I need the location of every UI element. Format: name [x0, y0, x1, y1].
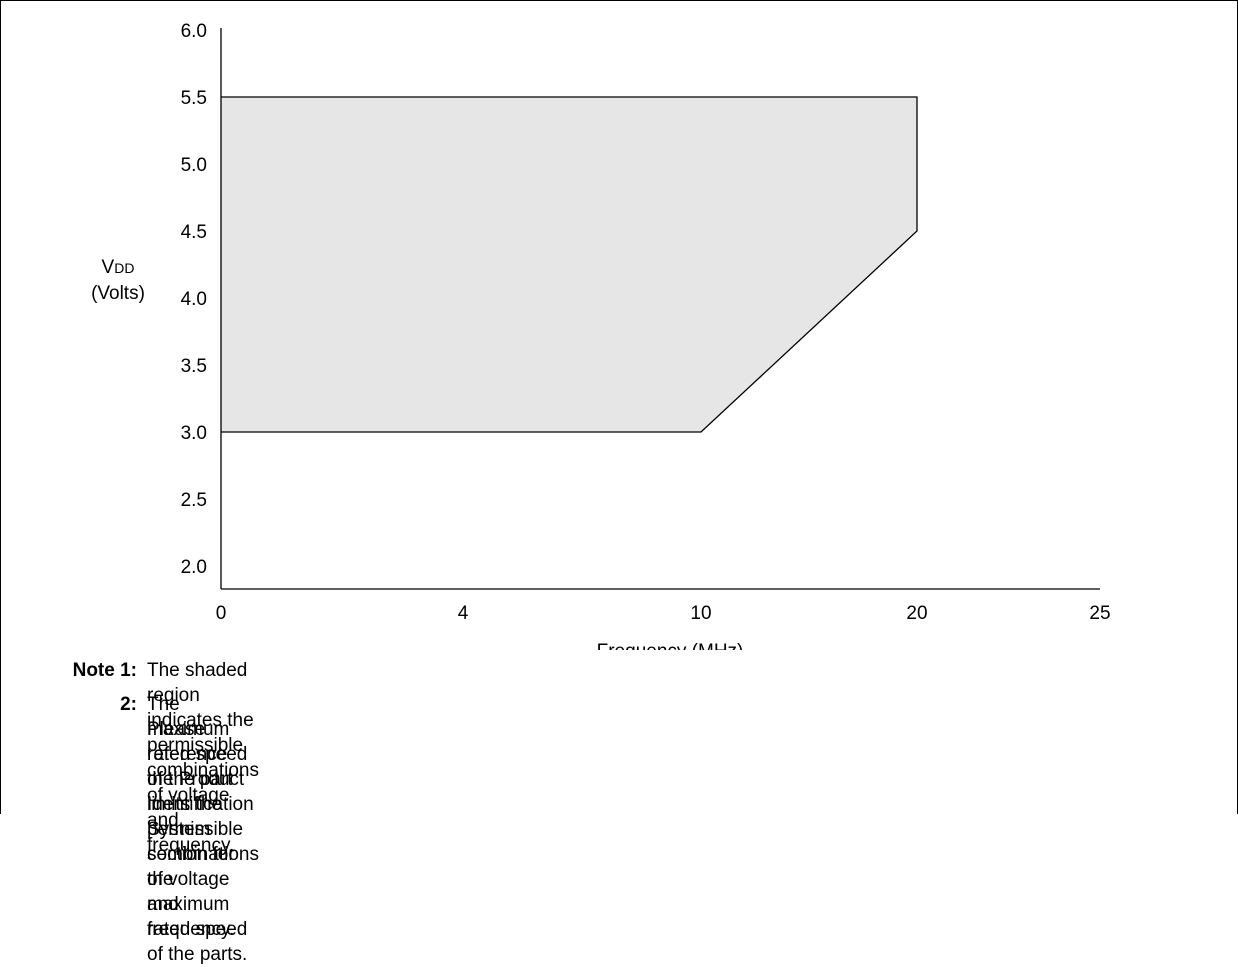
x-tick-label: 0: [216, 603, 227, 624]
y-tick-label: 3.5: [181, 356, 207, 377]
region-outline: [221, 96, 918, 433]
y-tick-label: 3.0: [181, 423, 207, 444]
x-tick-label: 10: [690, 603, 711, 624]
y-tick-label: 6.0: [181, 21, 207, 42]
y-tick-label: 4.5: [181, 222, 207, 243]
y-axis-title-sub: DD: [114, 260, 135, 276]
y-axis-title-units: (Volts): [91, 283, 145, 304]
y-tick-label: 4.0: [181, 289, 207, 310]
note-2-text-line-2: Please reference the Product Identificat…: [147, 719, 254, 965]
region-layer: [221, 96, 918, 433]
y-tick-label: 5.0: [181, 155, 207, 176]
y-axis-title-main: V: [101, 257, 115, 278]
x-tick-label: 4: [458, 603, 469, 624]
y-tick-label: 5.5: [181, 88, 207, 109]
y-tick-label: 2.0: [181, 557, 207, 578]
y-tick-label: 2.5: [181, 490, 207, 511]
x-tick-label: 20: [906, 603, 927, 624]
axes-layer: [220, 28, 1100, 590]
y-axis-title: VDD (Volts): [78, 255, 158, 307]
note-2-label: 2:: [120, 694, 137, 715]
vdd-frequency-chart: 2.0 2.5 3.0 3.5 4.0 4.5 5.0 5.5 6.0 0 4 10 20 25 Freq…: [181, 21, 1111, 650]
operating-region: [221, 97, 917, 432]
ticks-layer: 2.0 2.5 3.0 3.5 4.0 4.5 5.0 5.5 6.0 0 4 10 20 25: [181, 21, 1111, 624]
note-1-label: Note 1:: [72, 660, 137, 681]
x-axis-title: Frequency (MHz): [597, 641, 744, 650]
x-tick-label: 25: [1089, 603, 1110, 624]
